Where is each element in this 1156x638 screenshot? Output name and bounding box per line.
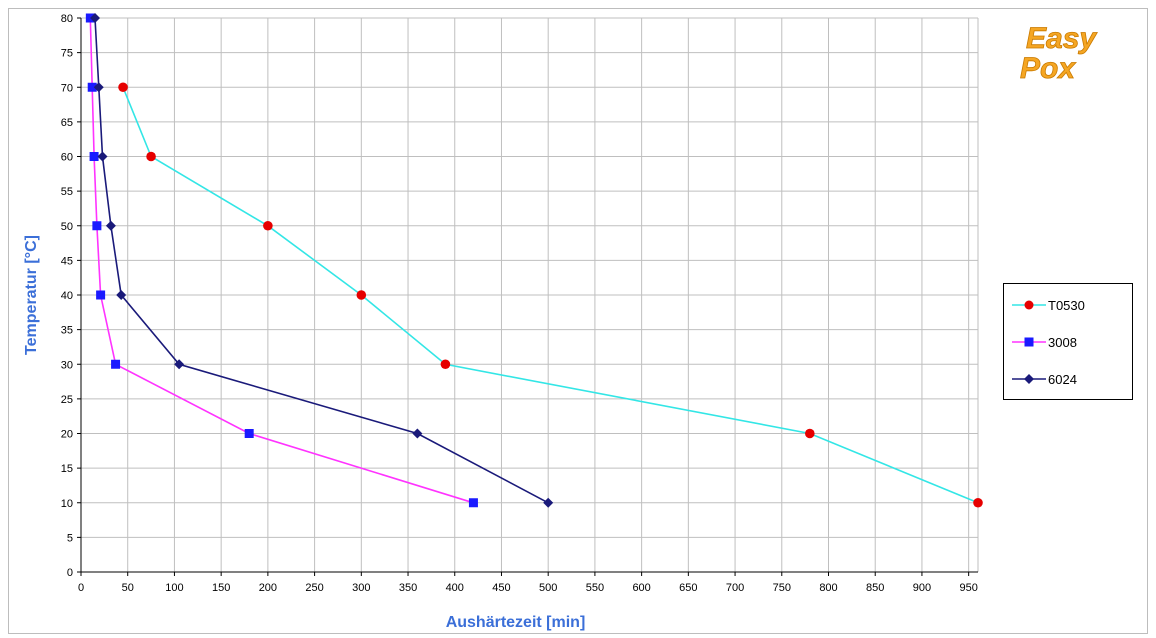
data-point-3008 [245, 429, 254, 438]
data-point-3008 [469, 498, 478, 507]
y-tick-label: 20 [61, 429, 73, 441]
x-tick-label: 450 [492, 582, 510, 594]
y-tick-label: 45 [61, 255, 73, 267]
y-tick-label: 5 [67, 532, 73, 544]
data-point-t0530 [263, 221, 273, 231]
x-tick-label: 100 [165, 582, 183, 594]
easypox-logo: Easy Pox [1018, 22, 1130, 84]
grid [81, 18, 978, 572]
legend-swatch-6024 [1012, 372, 1046, 386]
x-tick-label: 350 [399, 582, 417, 594]
data-point-6024 [543, 498, 553, 508]
x-tick-label: 650 [679, 582, 697, 594]
data-point-t0530 [118, 82, 128, 92]
y-tick-label: 30 [61, 359, 73, 371]
y-tick-label: 25 [61, 394, 73, 406]
x-tick-label: 400 [446, 582, 464, 594]
y-axis-title: Temperatur [°C] [23, 235, 40, 355]
y-tick-label: 70 [61, 82, 73, 94]
x-axis-title: Aushärtezeit [min] [446, 614, 586, 631]
data-point-3008 [90, 152, 99, 161]
legend-item-3008: 3008 [1012, 332, 1077, 352]
y-tick-labels: 0 5 10 15 20 25 30 35 40 45 50 55 60 65 70 75 80 [61, 13, 73, 579]
x-tick-label: 750 [773, 582, 791, 594]
x-tick-label: 550 [586, 582, 604, 594]
y-tick-label: 15 [61, 463, 73, 475]
legend-swatch-3008 [1012, 335, 1046, 349]
x-tick-label: 0 [78, 582, 84, 594]
legend-label-6024: 6024 [1048, 372, 1077, 387]
data-point-t0530 [973, 498, 983, 508]
y-tick-label: 35 [61, 325, 73, 337]
y-tick-label: 40 [61, 290, 73, 302]
y-tick-label: 0 [67, 567, 73, 579]
legend: T0530 3008 6024 [1003, 283, 1133, 400]
logo-line-2: Pox [1020, 52, 1076, 84]
legend-label-t0530: T0530 [1048, 298, 1085, 313]
legend-item-6024: 6024 [1012, 369, 1077, 389]
data-point-3008 [92, 221, 101, 230]
legend-label-3008: 3008 [1048, 335, 1077, 350]
y-tick-label: 80 [61, 13, 73, 25]
y-tick-label: 55 [61, 186, 73, 198]
data-point-t0530 [357, 290, 367, 300]
x-tick-label: 800 [819, 582, 837, 594]
data-point-6024 [106, 221, 116, 231]
legend-item-t0530: T0530 [1012, 295, 1085, 315]
x-tick-label: 250 [305, 582, 323, 594]
x-tick-label: 300 [352, 582, 370, 594]
x-tick-labels: 0 50 100 150 200 250 300 350 400 450 500 550 600 650 7… [78, 582, 978, 594]
y-tick-label: 75 [61, 48, 73, 60]
x-tick-label: 900 [913, 582, 931, 594]
x-tick-label: 600 [632, 582, 650, 594]
data-point-t0530 [441, 359, 451, 369]
y-tick-label: 10 [61, 498, 73, 510]
x-tick-label: 950 [959, 582, 977, 594]
data-point-t0530 [805, 429, 815, 439]
x-tick-label: 700 [726, 582, 744, 594]
y-tick-label: 50 [61, 221, 73, 233]
x-tick-label: 50 [122, 582, 134, 594]
x-tick-label: 200 [259, 582, 277, 594]
y-tick-label: 65 [61, 117, 73, 129]
x-tick-label: 500 [539, 582, 557, 594]
x-tick-label: 850 [866, 582, 884, 594]
logo-line-1: Easy [1026, 22, 1097, 55]
data-point-6024 [97, 152, 107, 162]
data-point-6024 [412, 429, 422, 439]
y-tick-label: 60 [61, 152, 73, 164]
legend-swatch-t0530 [1012, 298, 1046, 312]
data-point-3008 [96, 291, 105, 300]
data-point-3008 [111, 360, 120, 369]
data-point-t0530 [146, 152, 156, 162]
x-tick-label: 150 [212, 582, 230, 594]
